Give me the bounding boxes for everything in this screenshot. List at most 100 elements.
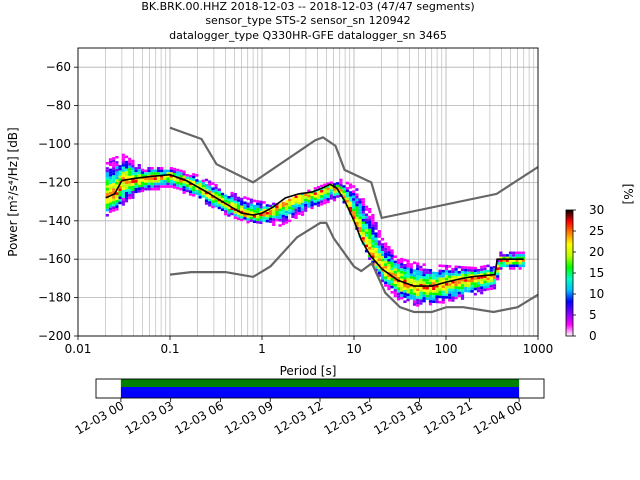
ppsd-cell	[393, 281, 397, 284]
ppsd-cell	[489, 279, 493, 283]
ppsd-cell	[403, 300, 407, 304]
ppsd-cell	[416, 304, 420, 307]
ppsd-cell	[115, 174, 119, 177]
ppsd-cell	[300, 200, 305, 203]
ppsd-cell	[144, 169, 148, 173]
ppsd-cell	[243, 196, 247, 199]
ppsd-cell	[473, 285, 477, 288]
ppsd-cell	[380, 266, 385, 270]
ppsd-cell	[128, 191, 132, 195]
ppsd-cell	[483, 270, 487, 273]
ppsd-cell	[512, 261, 516, 265]
ppsd-cell	[438, 269, 442, 273]
ppsd-cell	[291, 199, 295, 203]
ppsd-cell	[288, 206, 292, 210]
x-tick-label: 1000	[523, 342, 554, 356]
ppsd-cell	[416, 298, 420, 302]
ppsd-cell	[348, 196, 353, 200]
ppsd-cell	[454, 288, 458, 292]
ppsd-cell	[393, 294, 397, 297]
ppsd-cell	[227, 208, 231, 212]
ppsd-cell	[118, 167, 122, 171]
ppsd-cell	[329, 181, 333, 185]
ppsd-cell	[160, 167, 164, 170]
ppsd-cell	[336, 195, 340, 198]
ppsd-cell	[451, 288, 455, 292]
ppsd-cell	[265, 214, 269, 218]
ppsd-cell	[108, 179, 113, 182]
ppsd-cell	[419, 289, 423, 292]
ppsd-cell	[364, 223, 369, 227]
ppsd-cell	[441, 282, 445, 286]
ppsd-cell	[457, 289, 461, 292]
ppsd-cell	[393, 291, 397, 295]
ppsd-cell	[144, 185, 148, 188]
ppsd-cell	[352, 208, 356, 212]
ppsd-cell	[188, 193, 193, 196]
ppsd-cell	[284, 215, 289, 219]
ppsd-cell	[444, 272, 449, 276]
ppsd-cell	[118, 173, 122, 176]
ppsd-cell	[428, 274, 433, 277]
y-tick-label: −160	[38, 252, 71, 266]
ppsd-cell	[124, 191, 129, 195]
ppsd-cell	[412, 277, 417, 280]
ppsd-cell	[115, 192, 119, 195]
ppsd-cell	[419, 270, 423, 274]
ppsd-cell	[355, 201, 359, 204]
ppsd-cell	[115, 179, 119, 182]
colorbar-tick-label: 5	[589, 308, 597, 322]
ppsd-cell	[486, 287, 490, 291]
ppsd-cell	[518, 267, 522, 270]
ppsd-cell	[409, 278, 413, 282]
ppsd-cell	[345, 199, 349, 203]
ppsd-cell	[262, 208, 266, 212]
ppsd-cell	[249, 201, 253, 204]
ppsd-cell	[441, 293, 445, 296]
ppsd-cell	[409, 276, 413, 279]
ppsd-cell	[323, 196, 327, 200]
ppsd-cell	[419, 281, 423, 284]
ppsd-cell	[352, 198, 356, 201]
ppsd-cell	[217, 196, 221, 199]
ppsd-cell	[422, 276, 426, 279]
ppsd-cell	[140, 171, 145, 174]
ppsd-cell	[188, 180, 193, 183]
ppsd-cell	[281, 212, 285, 215]
ppsd-cell	[112, 206, 116, 210]
ppsd-cell	[345, 189, 349, 193]
ppsd-cell	[297, 207, 301, 210]
ppsd-cell	[521, 259, 525, 262]
ppsd-cell	[361, 216, 365, 219]
ppsd-cell	[448, 272, 452, 276]
ppsd-cell	[128, 175, 132, 179]
ppsd-cell	[371, 247, 375, 251]
ppsd-cell	[307, 189, 311, 193]
ppsd-cell	[268, 215, 273, 218]
ppsd-cell	[192, 188, 196, 192]
ppsd-cell	[137, 179, 141, 183]
ppsd-cell	[348, 201, 353, 205]
ppsd-cell	[105, 169, 109, 173]
x-axis-label: Period [s]	[280, 364, 337, 378]
ppsd-cell	[361, 239, 365, 243]
ppsd-cell	[137, 169, 141, 172]
ppsd-cell	[457, 265, 461, 269]
ppsd-cell	[169, 182, 173, 186]
ppsd-cell	[204, 202, 209, 205]
ppsd-cell	[198, 195, 202, 199]
ppsd-cell	[505, 256, 509, 260]
ppsd-cell	[297, 212, 301, 215]
ppsd-cell	[496, 277, 500, 281]
ppsd-cell	[275, 213, 279, 217]
ppsd-cell	[233, 205, 237, 209]
ppsd-cell	[512, 267, 516, 270]
ppsd-cell	[387, 284, 391, 288]
ppsd-cell	[428, 289, 433, 293]
ppsd-cell	[483, 280, 487, 284]
ppsd-cell	[300, 210, 305, 214]
ppsd-cell	[492, 279, 497, 282]
ppsd-cell	[160, 180, 164, 183]
ppsd-cell	[384, 268, 388, 272]
ppsd-cell	[105, 198, 109, 201]
